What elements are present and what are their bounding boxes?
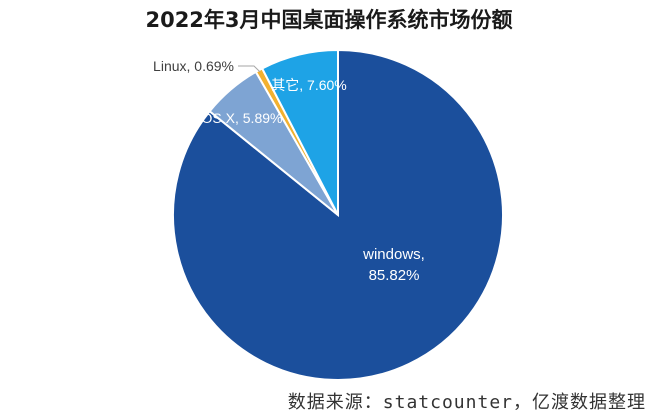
pie-labels: windows, 85.82% OS X, 5.89% 其它, 7.60% Linux,… [153,58,425,284]
slice-label-windows-name: windows, [362,246,425,263]
pie-leader-lines [238,65,261,73]
slice-label-windows-value: 85.82% [369,267,420,284]
slice-label-linux: Linux, 0.69% [153,58,234,74]
leader-line-linux [238,65,261,73]
chart-title: 2022年3月中国桌面操作系统市场份额 [145,8,513,32]
data-source-note: 数据来源：statcounter，亿渡数据整理 [287,392,646,413]
pie-slice-other [260,48,339,216]
slice-label-other: 其它, 7.60% [271,77,346,93]
pie-slices [172,48,504,381]
slice-label-osx: OS X, 5.89% [202,110,283,126]
